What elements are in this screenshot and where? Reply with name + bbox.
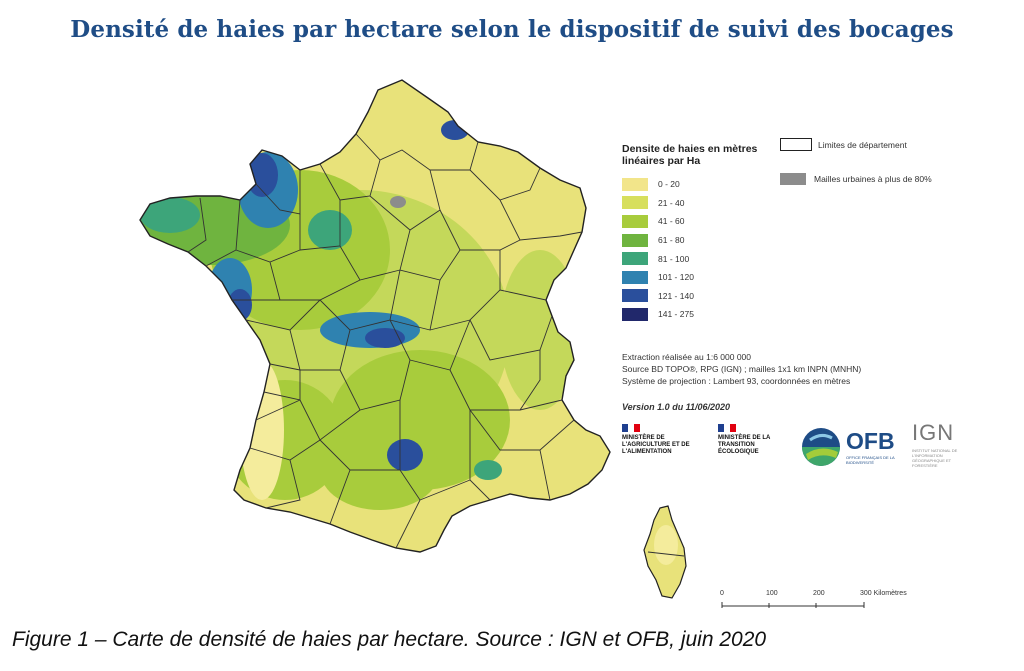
legend-swatch [622, 289, 648, 303]
departement-label: Limites de département [818, 139, 907, 150]
legend-class-row: 141 - 275 [622, 305, 782, 324]
legend-title: Densite de haies en mètres linéaires par… [622, 143, 758, 167]
ministere-agriculture-text: MINISTÈRE DE L'AGRICULTURE ET DE L'ALIME… [622, 435, 690, 455]
source-line-3: Système de projection : Lambert 93, coor… [622, 376, 851, 386]
marianne-flag-icon [718, 424, 736, 432]
legend-class-row: 61 - 80 [622, 231, 782, 250]
department-boundaries [187, 133, 583, 549]
legend-swatch [622, 270, 648, 284]
ministere-transition-text: MINISTÈRE DE LA TRANSITION ÉCOLOGIQUE [718, 435, 771, 455]
scale-tick-300: 300 Kilomètres [860, 590, 907, 597]
scale-tick-200: 200 [813, 590, 825, 597]
density-legend: Densite de haies en mètres linéaires par… [622, 143, 782, 324]
legend-class-label: 121 - 140 [658, 290, 694, 301]
ofb-wordmark: OFB [846, 428, 895, 454]
legend-class-label: 141 - 275 [658, 309, 694, 320]
marianne-flag-icon [622, 424, 640, 432]
legend-class-row: 21 - 40 [622, 194, 782, 213]
legend-swatch [622, 214, 648, 228]
legend-class-label: 61 - 80 [658, 235, 685, 246]
legend-class-row: 121 - 140 [622, 287, 782, 306]
departement-boundary-swatch [780, 138, 812, 151]
source-note: Extraction réalisée au 1:6 000 000 Sourc… [622, 351, 922, 387]
legend-class-row: 101 - 120 [622, 268, 782, 287]
legend-class-label: 0 - 20 [658, 179, 680, 190]
scale-bar [721, 602, 865, 608]
ofb-logo-icon [802, 428, 840, 466]
map-title: Densité de haies par hectare selon le di… [70, 16, 954, 43]
secondary-legend: Limites de département Mailles urbaines … [780, 138, 932, 207]
version-label: Version 1.0 du 11/06/2020 [622, 402, 731, 412]
source-line-2: Source BD TOPO®, RPG (IGN) ; mailles 1x1… [622, 364, 862, 374]
ign-wordmark: IGN [912, 420, 955, 445]
legend-class-row: 0 - 20 [622, 175, 782, 194]
legend-swatch [622, 177, 648, 191]
legend-class-label: 21 - 40 [658, 197, 685, 208]
legend-swatch [622, 307, 648, 321]
legend-class-label: 101 - 120 [658, 272, 694, 283]
legend-urban: Mailles urbaines à plus de 80% [780, 173, 932, 185]
ign-subtitle: INSTITUT NATIONAL DE L'INFORMATION GÉOGR… [912, 448, 958, 468]
ofb-subtitle: OFFICE FRANÇAIS DE LA BIODIVERSITÉ [846, 455, 895, 465]
scale-tick-0: 0 [720, 590, 724, 597]
legend-departement: Limites de département [780, 138, 932, 151]
scale-tick-100: 100 [766, 590, 778, 597]
source-line-1: Extraction réalisée au 1:6 000 000 [622, 352, 752, 362]
ministere-transition-logo: MINISTÈRE DE LA TRANSITION ÉCOLOGIQUE [718, 424, 790, 456]
legend-swatch [622, 233, 648, 247]
urban-label: Mailles urbaines à plus de 80% [814, 174, 932, 184]
legend-class-row: 41 - 60 [622, 212, 782, 231]
legend-class-row: 81 - 100 [622, 249, 782, 268]
legend-class-label: 81 - 100 [658, 253, 690, 264]
ministere-agriculture-logo: MINISTÈRE DE L'AGRICULTURE ET DE L'ALIME… [622, 424, 712, 456]
legend-swatch [622, 196, 648, 210]
legend-class-label: 41 - 60 [658, 216, 685, 227]
figure-caption: Figure 1 – Carte de densité de haies par… [12, 628, 767, 651]
urban-swatch [780, 173, 806, 185]
legend-swatch [622, 252, 648, 266]
